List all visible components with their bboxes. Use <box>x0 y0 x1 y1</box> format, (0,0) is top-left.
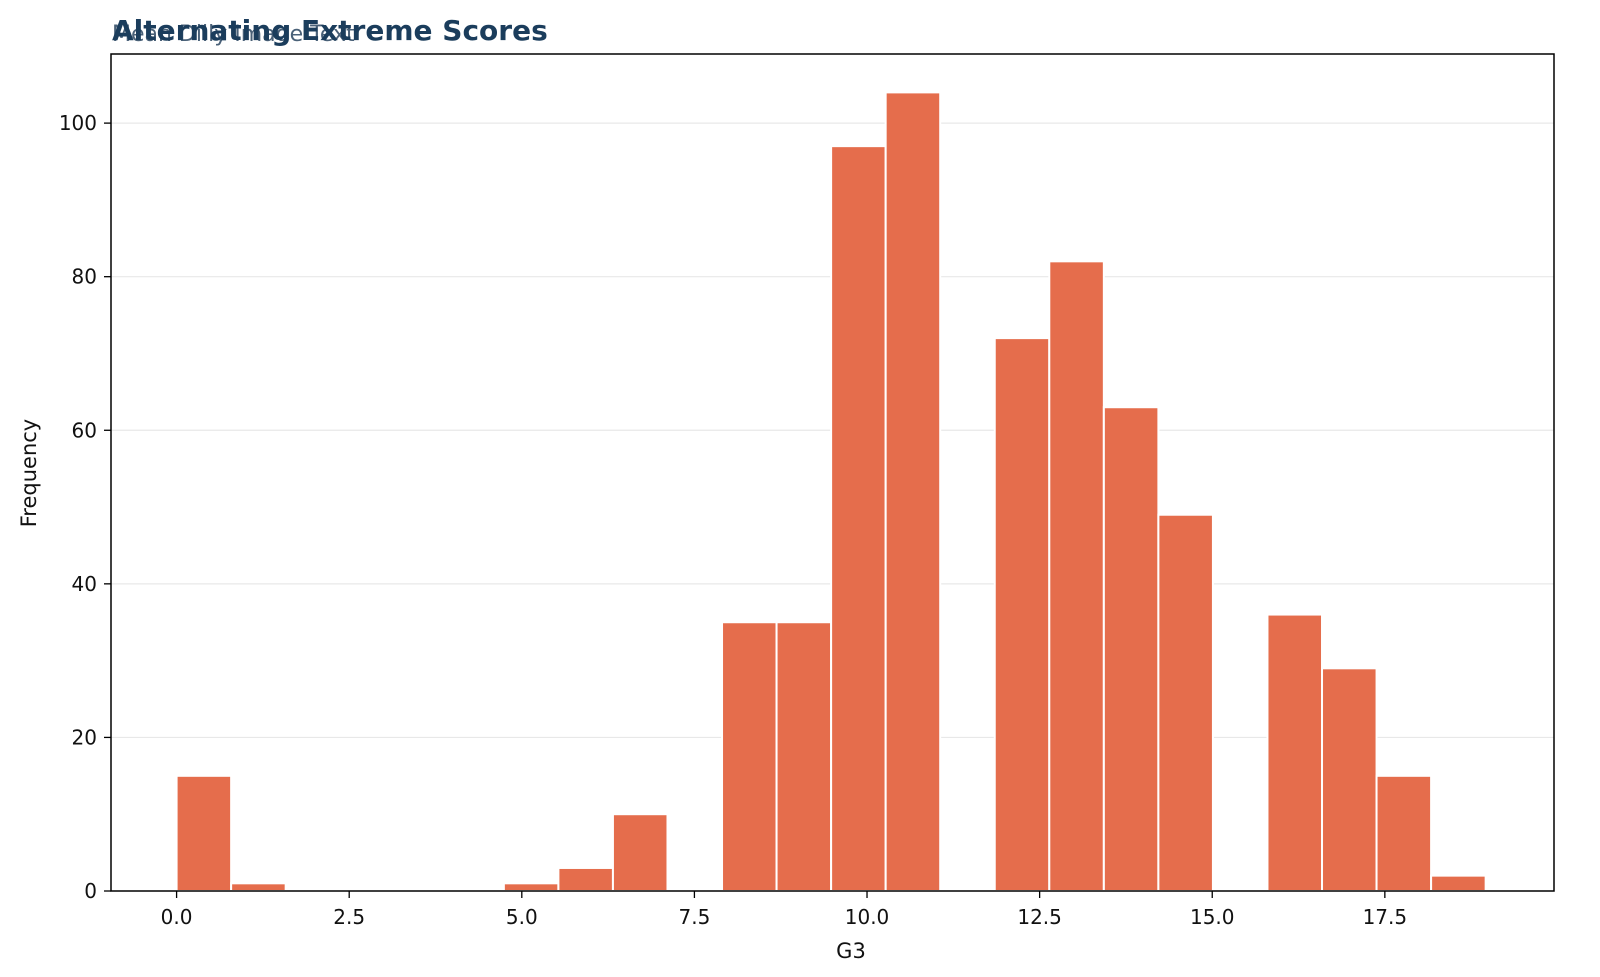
x-axis-ticks: 0.0 2.5 5.0 7.5 10.0 12.5 15.0 17.5 <box>161 891 1407 929</box>
y-tick-label: 60 <box>72 418 97 442</box>
histogram-bar <box>993 337 1051 892</box>
histogram-bar <box>1375 774 1433 893</box>
histogram-bar <box>1266 613 1324 892</box>
y-tick-label: 80 <box>72 265 97 289</box>
x-tick-label: 7.5 <box>679 905 711 929</box>
chart-subtitle: Mean Dilly Image Text <box>112 22 355 47</box>
histogram-bar <box>1321 667 1378 893</box>
x-tick-label: 5.0 <box>506 905 538 929</box>
x-tick-label: 2.5 <box>333 905 365 929</box>
histogram-bar <box>230 882 287 893</box>
x-axis-label: G3 <box>836 939 866 963</box>
histogram-bar <box>775 621 833 892</box>
histogram-bar <box>611 813 669 892</box>
y-axis-label: Frequency <box>17 419 41 528</box>
histogram-bar <box>1157 513 1214 892</box>
histogram-bar <box>1048 260 1105 892</box>
x-tick-label: 17.5 <box>1363 905 1408 929</box>
histogram-bar <box>884 91 942 893</box>
histogram-bar <box>502 882 560 893</box>
x-tick-label: 0.0 <box>161 905 193 929</box>
chart-title: Alternating Extreme Scores <box>112 14 548 47</box>
histogram-bar <box>1430 874 1487 893</box>
x-tick-label: 15.0 <box>1190 905 1235 929</box>
x-tick-label: 10.0 <box>845 905 890 929</box>
histogram-bar <box>721 621 778 892</box>
histogram-bar <box>1102 406 1160 892</box>
y-tick-label: 0 <box>84 879 97 903</box>
y-tick-label: 100 <box>59 111 97 135</box>
histogram-bar <box>175 774 233 893</box>
x-tick-label: 12.5 <box>1017 905 1062 929</box>
y-tick-label: 20 <box>72 725 97 749</box>
y-tick-label: 40 <box>72 572 97 596</box>
y-axis-ticks: 0 20 40 60 80 100 <box>59 111 111 903</box>
histogram-bars <box>175 91 1487 893</box>
plot-frame <box>110 53 1555 892</box>
histogram-bar <box>830 145 887 892</box>
histogram-bar <box>557 866 614 893</box>
